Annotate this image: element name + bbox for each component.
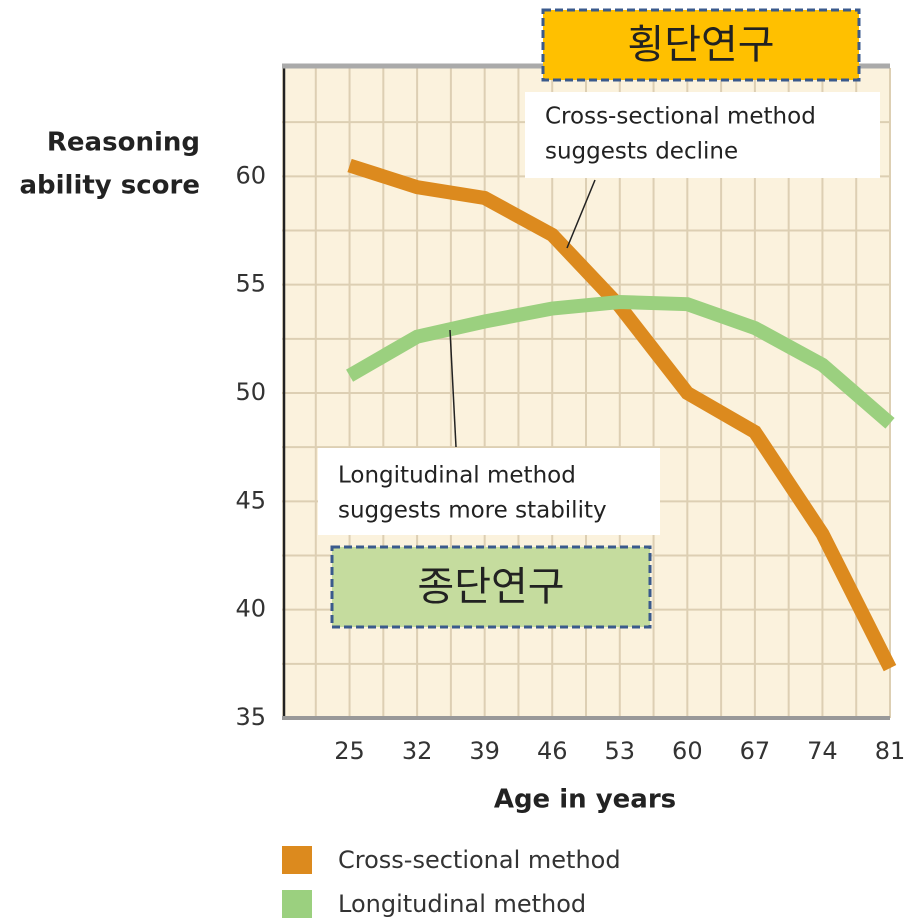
annotation: Longitudinal method [338,463,576,489]
x-tick-label: 39 [469,737,500,765]
leader-line [566,179,596,249]
legend-label: Longitudinal method [338,890,586,918]
legend-label: Cross-sectional method [338,846,621,874]
x-tick-label: 25 [334,737,365,765]
annotation: suggests decline [545,139,738,165]
korean-box [541,8,861,82]
x-tick-label: 60 [672,737,703,765]
y-tick-label: 60 [235,161,266,189]
x-tick-label: 81 [875,737,906,765]
x-tick-label: 67 [740,737,771,765]
legend: Cross-sectional method Longitudinal metho… [282,846,621,918]
korean-label: 종단연구 [417,564,564,610]
y-axis-label: Reasoning [47,128,200,158]
korean-box [330,545,652,629]
x-axis-label: Age in years [494,785,676,815]
y-tick-label: 55 [235,270,266,298]
legend-swatch [282,846,312,874]
annotation: suggests more stability [338,498,607,524]
annotation-box [318,448,660,535]
y-tick-label: 50 [235,378,266,406]
annotation-box [525,92,880,178]
y-tick-label: 40 [235,595,266,623]
x-tick-label: 53 [605,737,636,765]
series-line [346,294,895,429]
korean-label: 횡단연구 [627,22,774,68]
x-tick-label: 46 [537,737,568,765]
leader-line [449,329,457,448]
y-axis-label: ability score [19,171,200,201]
series-lines [346,158,897,672]
x-tick-label: 32 [402,737,433,765]
legend-swatch [282,890,312,918]
annotation: Cross-sectional method [545,104,816,130]
y-tick-label: 45 [235,486,266,514]
x-tick-label: 74 [807,737,838,765]
y-tick-label: 35 [235,703,266,731]
